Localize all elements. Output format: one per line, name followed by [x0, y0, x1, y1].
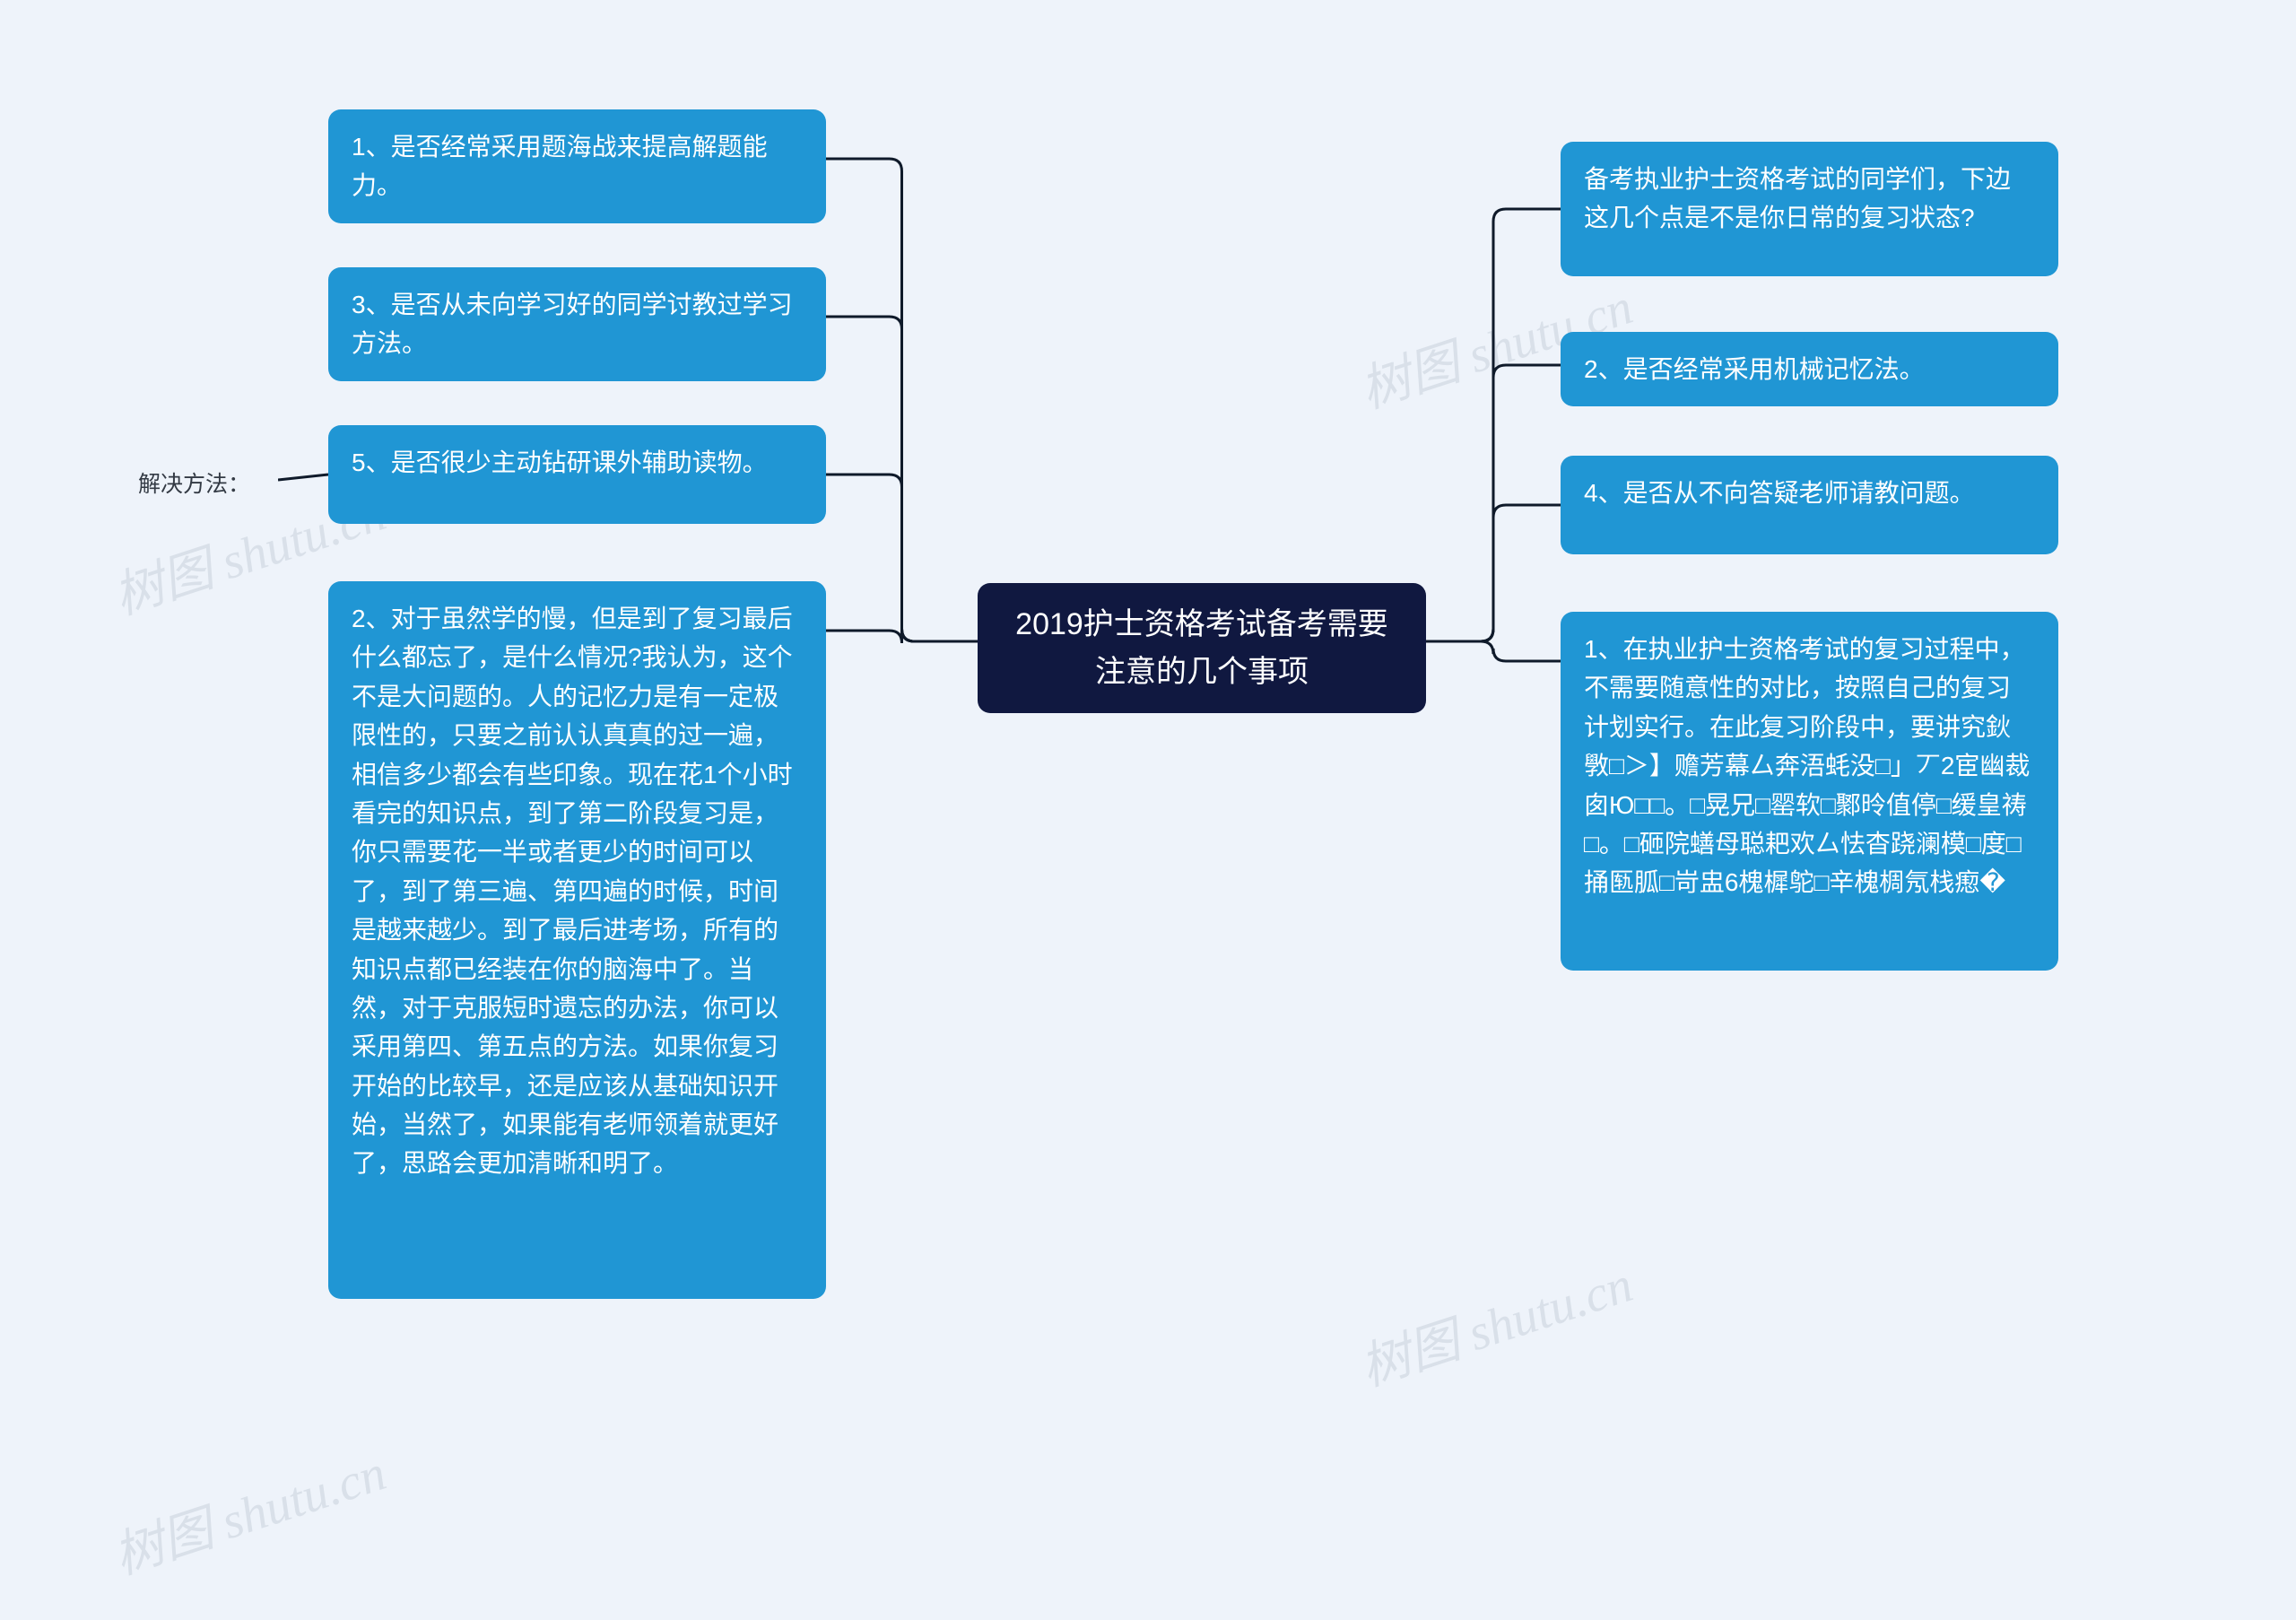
- watermark: 树图 shutu.cn: [103, 1433, 394, 1589]
- solution-label: 解决方法：: [126, 459, 278, 506]
- left-node-2: 5、是否很少主动钻研课外辅助读物。: [328, 425, 826, 524]
- left-node-1: 3、是否从未向学习好的同学讨教过学习方法。: [328, 267, 826, 381]
- right-node-3: 1、在执业护士资格考试的复习过程中，不需要随意性的对比，按照自己的复习计划实行。…: [1561, 612, 2058, 971]
- left-node-3: 2、对于虽然学的慢，但是到了复习最后什么都忘了，是什么情况?我认为，这个不是大问…: [328, 581, 826, 1299]
- right-node-2: 4、是否从不向答疑老师请教问题。: [1561, 456, 2058, 554]
- center-topic: 2019护士资格考试备考需要注意的几个事项: [978, 583, 1426, 713]
- left-node-0: 1、是否经常采用题海战来提高解题能力。: [328, 109, 826, 223]
- right-node-0: 备考执业护士资格考试的同学们，下边这几个点是不是你日常的复习状态?: [1561, 142, 2058, 276]
- mindmap-canvas: 树图 shutu.cn树图 shutu.cn树图 shutu.cn树图 shut…: [0, 0, 2296, 1620]
- watermark: 树图 shutu.cn: [1350, 1244, 1640, 1400]
- right-node-1: 2、是否经常采用机械记忆法。: [1561, 332, 2058, 406]
